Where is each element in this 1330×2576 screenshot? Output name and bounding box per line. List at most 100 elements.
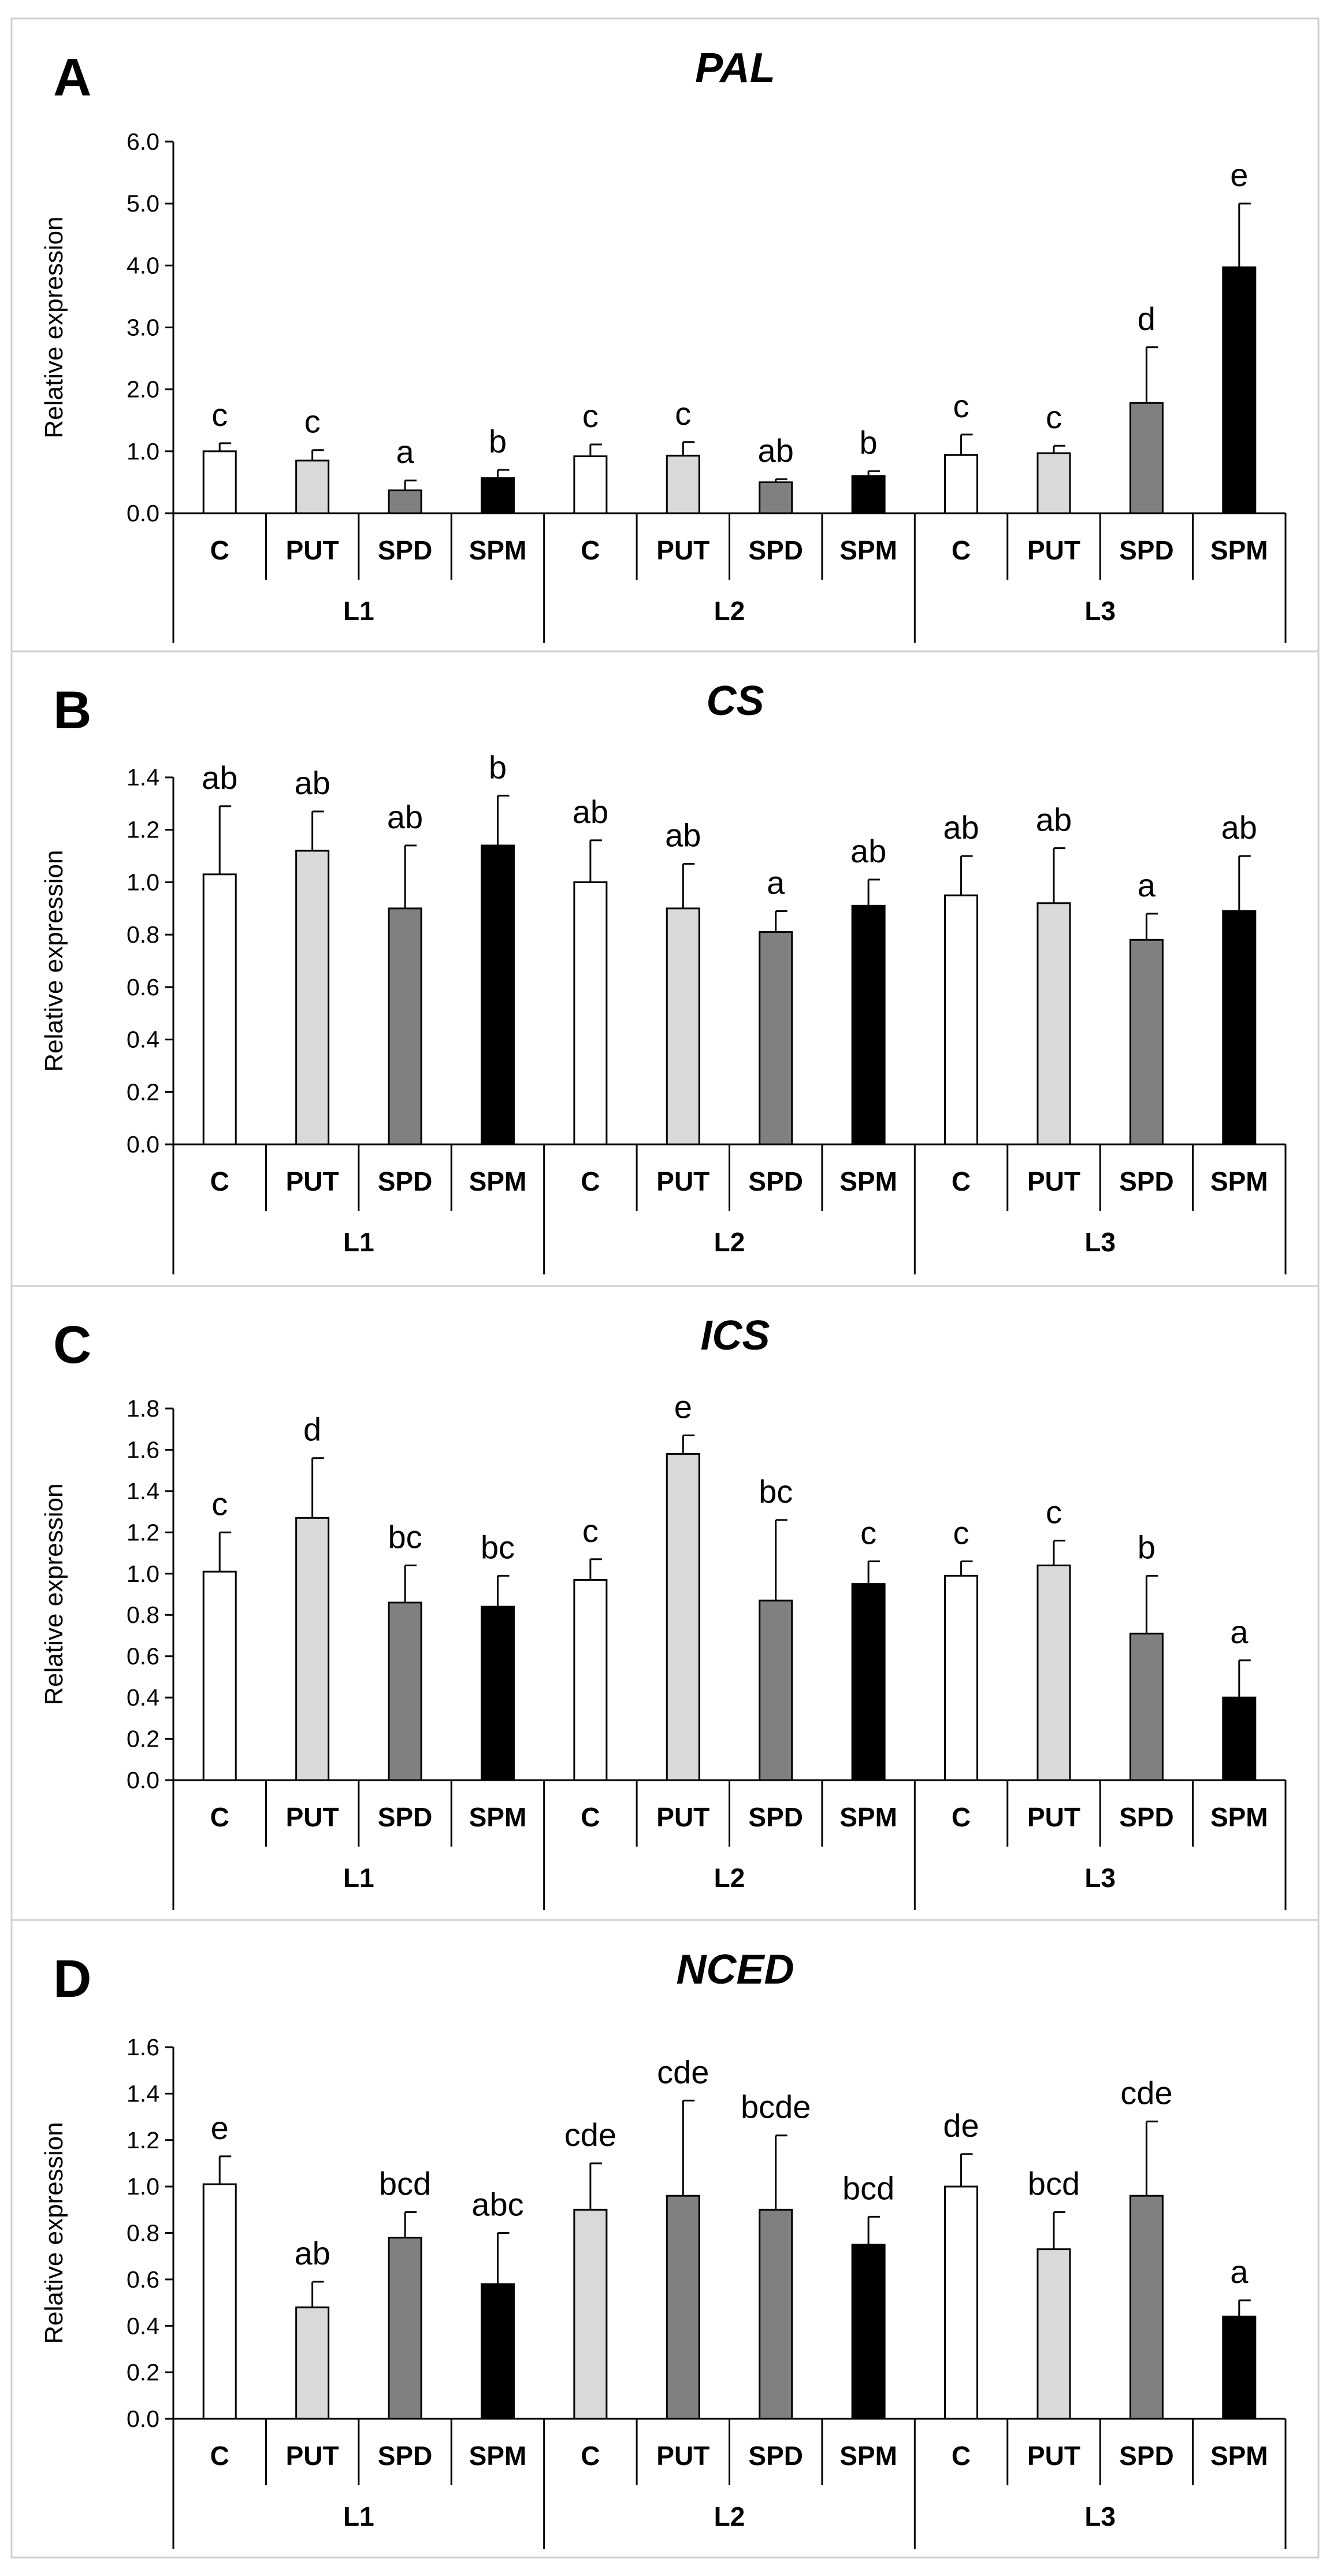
bar-put [666,454,700,514]
significance-letter: ab [294,2235,330,2271]
y-tick-label: 1.2 [127,1519,159,1545]
significance-letter: e [674,1388,692,1425]
significance-letter: ab [294,765,330,801]
category-label: SPD [748,1802,803,1832]
significance-letter: ab [1036,801,1072,837]
group-label: L1 [343,596,374,626]
bar-c [202,873,237,1146]
category-label: SPM [469,1166,527,1196]
category-label: C [952,535,971,565]
y-tick-label: 2.0 [127,376,159,403]
category-label: SPD [1119,1166,1174,1196]
significance-letter: ab [387,799,423,835]
y-axis-label: Relative expression [40,850,68,1072]
y-tick-label: 0.8 [127,1602,159,1628]
category-label: SPD [1119,1802,1174,1832]
group-label: L3 [1084,1227,1116,1257]
chart-title: CS [706,678,764,724]
bar-put [1036,452,1071,514]
bar-spm [1222,2315,1257,2420]
bar-put [295,459,330,514]
bar-c [202,450,237,514]
group-label: L3 [1084,2501,1116,2531]
significance-letter: c [953,388,969,424]
y-tick-label: 1.6 [127,2034,159,2060]
y-tick-label: 1.0 [127,1561,159,1587]
group-label: L2 [714,1863,745,1893]
y-tick-label: 0.0 [127,2405,159,2432]
y-tick-label: 1.6 [127,1436,159,1463]
significance-letter: ab [665,817,701,854]
y-tick-label: 0.4 [127,1684,159,1711]
bar-spd [1129,1632,1164,1781]
bar-spd [1129,2195,1164,2420]
significance-letter: c [1046,399,1062,435]
y-tick-label: 1.0 [127,438,159,465]
y-tick-label: 3.0 [127,314,159,341]
bar-spd [388,907,422,1146]
significance-letter: cde [1120,2075,1172,2111]
bar-c [573,2208,608,2420]
bar-put [1036,1564,1071,1781]
significance-letter: c [211,1485,228,1522]
category-label: SPD [748,2441,803,2471]
y-tick-label: 1.2 [127,817,159,843]
bar-spm [1222,910,1257,1146]
group-label: L1 [343,2501,374,2531]
category-label: PUT [1027,535,1080,565]
bar-spd [759,931,793,1146]
significance-letter: ab [573,794,608,830]
significance-letter: b [489,423,507,459]
bar-spd [759,2208,793,2420]
bar-spm [851,2244,886,2420]
bar-spm [1222,266,1257,514]
category-label: SPM [1210,1166,1268,1196]
bar-put [1036,902,1071,1146]
y-tick-label: 1.8 [127,1395,159,1422]
bar-spd [1129,402,1164,514]
bar-spd [759,481,793,514]
significance-letter: ab [1221,809,1257,846]
bar-spm [480,2283,515,2420]
significance-letter: b [860,424,878,461]
category-label: SPM [469,535,527,565]
significance-letter: a [396,433,414,470]
group-label: L3 [1084,1863,1116,1893]
bar-c [944,1574,979,1781]
y-tick-label: 0.0 [127,1767,159,1793]
category-label: SPD [748,535,803,565]
panel-letter: A [53,48,91,107]
y-tick-label: 4.0 [127,252,159,279]
bar-spd [1129,939,1164,1146]
category-label: C [210,1802,229,1832]
category-label: C [581,1802,600,1832]
significance-letter: c [582,1513,599,1549]
category-label: C [581,2441,600,2471]
bar-put [1036,2248,1071,2420]
y-axis-label: Relative expression [40,2122,68,2344]
category-label: SPM [839,1802,897,1832]
bar-spd [388,489,422,514]
bar-c [944,454,979,514]
significance-letter: ab [202,759,237,796]
category-label: C [952,1166,971,1196]
category-label: PUT [1027,2441,1080,2471]
bar-spm [851,1583,886,1781]
significance-letter: e [211,2110,229,2146]
significance-letter: d [1138,301,1156,337]
significance-letter: a [1138,867,1156,903]
bar-c [573,455,608,514]
y-tick-label: 1.4 [127,2080,159,2107]
y-axis-label: Relative expression [40,1484,68,1706]
significance-letter: e [1230,157,1248,193]
category-label: SPD [1119,2441,1174,2471]
category-label: C [581,1166,600,1196]
category-label: PUT [286,535,339,565]
panel-letter: C [53,1315,91,1374]
y-tick-label: 0.6 [127,2266,159,2293]
panel-frame [10,1919,1320,2559]
category-label: PUT [656,1802,709,1832]
significance-letter: c [953,1514,969,1551]
panel-a: A PAL 0.0 1.0 2.0 3.0 4.0 5.0 6.0 Relative expres… [10,17,1320,653]
category-label: C [581,535,600,565]
